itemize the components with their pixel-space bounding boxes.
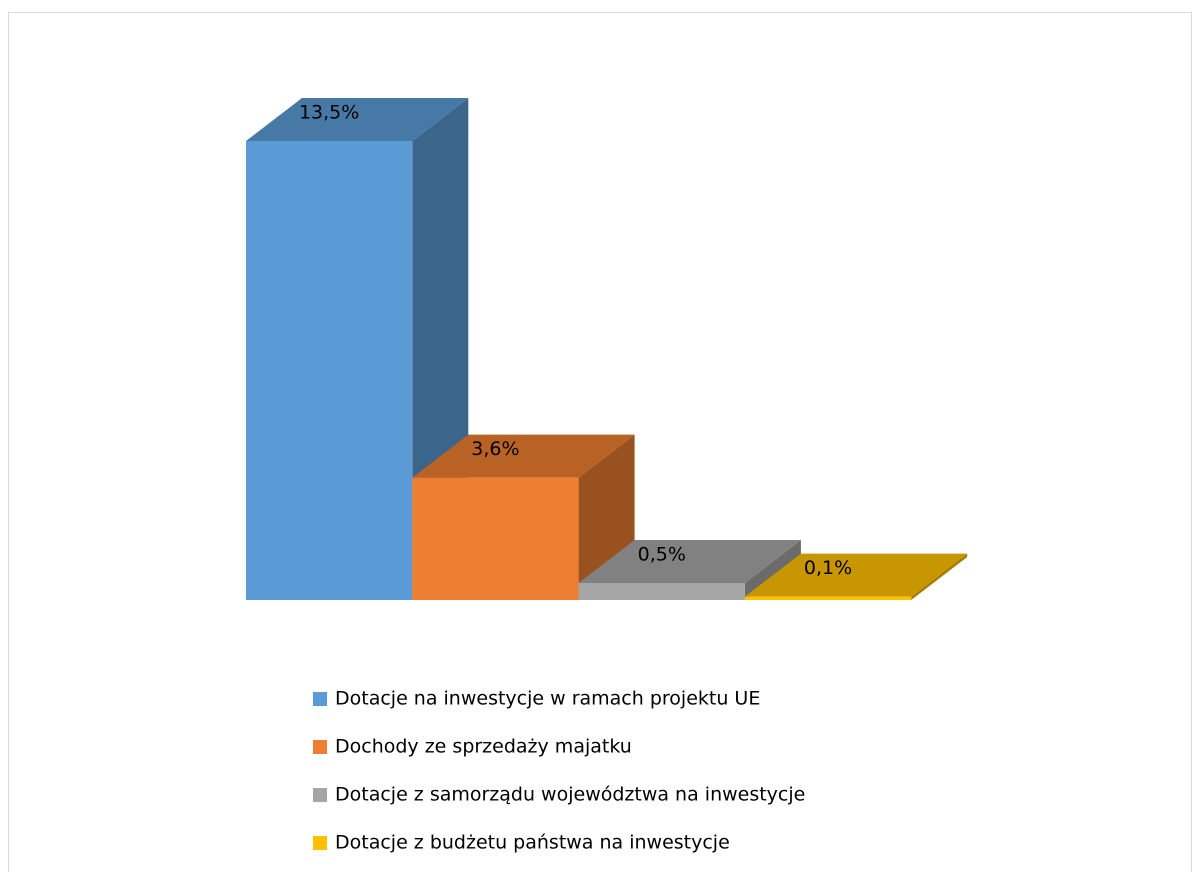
- legend-label: Dochody ze sprzedaży majatku: [335, 736, 632, 758]
- bar: [744, 553, 968, 600]
- bar: [578, 540, 801, 600]
- legend-swatch: [313, 836, 327, 850]
- bar-front: [412, 477, 579, 600]
- bar-top: [246, 98, 469, 141]
- legend-label: Dotacje na inwestycje w ramach projektu …: [335, 688, 760, 710]
- data-label: 3,6%: [471, 438, 519, 460]
- bar-side: [744, 540, 801, 600]
- bar: [412, 434, 635, 600]
- bar-front: [578, 583, 745, 600]
- legend-label: Dotacje z samorządu województwa na inwes…: [335, 784, 805, 806]
- bar-top: [578, 540, 801, 583]
- bar-side: [911, 553, 968, 600]
- bar-top: [412, 434, 635, 478]
- data-label: 0,1%: [804, 557, 852, 579]
- bar-front: [246, 141, 413, 600]
- bar-front: [744, 596, 912, 600]
- data-label: 13,5%: [299, 102, 359, 124]
- legend-label: Dotacje z budżetu państwa na inwestycje: [335, 832, 730, 854]
- legend-swatch: [313, 692, 327, 706]
- data-label: 0,5%: [638, 544, 686, 566]
- legend-swatch: [313, 788, 327, 802]
- bar-top: [744, 553, 968, 597]
- legend-swatch: [313, 740, 327, 754]
